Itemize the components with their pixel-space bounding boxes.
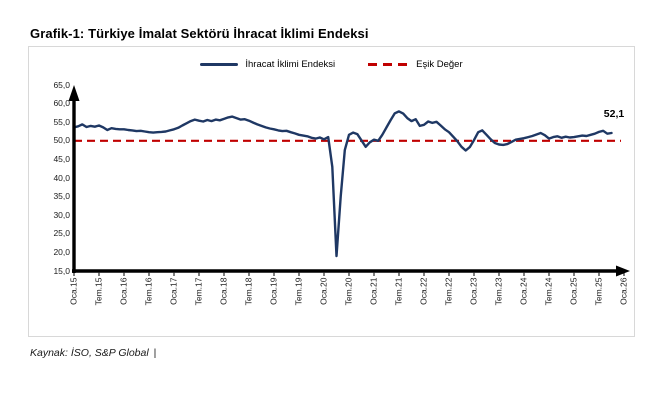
legend-dash-swatch-icon	[368, 63, 410, 66]
x-tick-label: Tem.25	[593, 277, 604, 305]
y-tick-label: 15,0	[53, 265, 70, 276]
x-tick-label: Tem.16	[143, 277, 154, 305]
y-tick-label: 35,0	[53, 191, 70, 202]
x-tick-label: Tem.15	[93, 277, 104, 305]
y-tick-label: 60,0	[53, 98, 70, 109]
x-tick-label: Tem.23	[493, 277, 504, 305]
chart-legend: İhracat İklimi Endeksi Eşik Değer	[29, 59, 634, 70]
x-tick-label: Tem.21	[393, 277, 404, 305]
y-tick-label: 45,0	[53, 153, 70, 164]
x-tick-label: Oca.15	[68, 277, 79, 305]
x-tick-label: Oca.26	[618, 277, 629, 305]
source-text: Kaynak: İSO, S&P Global	[30, 347, 149, 359]
x-axis-arrowhead-icon	[616, 265, 630, 277]
y-tick-label: 25,0	[53, 228, 70, 239]
x-tick-label: Oca.18	[218, 277, 229, 305]
legend-label-esik: Eşik Değer	[416, 59, 463, 70]
page-title: Grafik-1: Türkiye İmalat Sektörü İhracat…	[30, 26, 369, 41]
chart-plot	[68, 85, 630, 277]
legend-line-swatch-icon	[200, 63, 239, 66]
x-tick-label: Oca.22	[418, 277, 429, 305]
x-tick-label: Tem.18	[243, 277, 254, 305]
x-tick-label: Oca.23	[468, 277, 479, 305]
y-tick-label: 40,0	[53, 172, 70, 183]
y-tick-label: 50,0	[53, 135, 70, 146]
y-tick-label: 65,0	[53, 79, 70, 90]
x-tick-label: Tem.19	[293, 277, 304, 305]
legend-label-endeks: İhracat İklimi Endeksi	[245, 59, 336, 70]
chart-container: İhracat İklimi Endeksi Eşik Değer 65,0 60…	[28, 46, 635, 337]
source-note: Kaynak: İSO, S&P Global |	[30, 347, 156, 359]
x-tick-label: Tem.17	[193, 277, 204, 305]
y-tick-label: 55,0	[53, 116, 70, 127]
x-tick-label: Tem.22	[443, 277, 454, 305]
x-tick-label: Oca.16	[118, 277, 129, 305]
x-tick-label: Oca.24	[518, 277, 529, 305]
x-tick-label: Oca.20	[318, 277, 329, 305]
x-tick-label: Oca.17	[168, 277, 179, 305]
x-tick-label: Oca.25	[568, 277, 579, 305]
x-tick-label: Oca.19	[268, 277, 279, 305]
y-tick-label: 30,0	[53, 209, 70, 220]
x-tick-label: Oca.21	[368, 277, 379, 305]
last-value-label: 52,1	[603, 108, 625, 120]
x-tick-label: Tem.20	[343, 277, 354, 305]
y-tick-label: 20,0	[53, 246, 70, 257]
text-cursor: |	[153, 347, 157, 359]
y-axis-arrowhead-icon	[68, 85, 80, 101]
x-tick-label: Tem.24	[543, 277, 554, 305]
series-line	[72, 110, 613, 258]
